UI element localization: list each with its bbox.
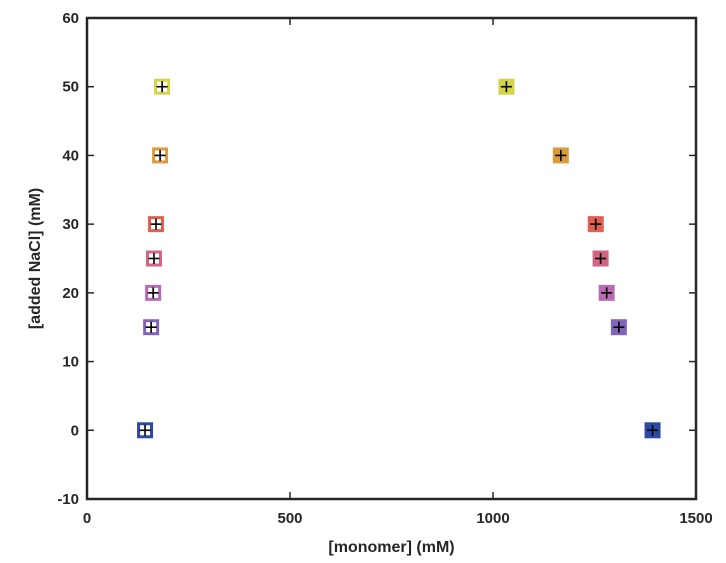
data-point [152, 147, 169, 164]
y-tick-label: 30 [62, 216, 79, 233]
x-tick-label: 500 [277, 510, 302, 527]
x-tick-label: 0 [83, 510, 91, 527]
y-tick-label: 0 [71, 422, 79, 439]
x-axis-ticks: 0 500 1000 1500 [83, 18, 713, 527]
data-point [145, 284, 162, 301]
y-axis-ticks: -10 0 10 20 30 40 50 60 [57, 10, 696, 508]
x-axis-label: [monomer] (mM) [328, 539, 454, 556]
data-point [145, 250, 162, 267]
data-point [552, 147, 569, 164]
data-point [154, 78, 171, 95]
data-point [644, 422, 661, 439]
plot-frame [85, 16, 698, 501]
data-point [148, 216, 165, 233]
data-point [143, 319, 160, 336]
y-axis-label: [added NaCl] (mM) [27, 188, 44, 329]
x-tick-label: 1000 [476, 510, 509, 527]
data-point [587, 216, 604, 233]
data-point [592, 250, 609, 267]
data-point [610, 319, 627, 336]
y-tick-label: 20 [62, 285, 79, 302]
data-point [598, 284, 615, 301]
y-tick-label: 10 [62, 354, 79, 371]
data-point [498, 78, 515, 95]
data-points [137, 78, 661, 439]
y-tick-label: 60 [62, 10, 79, 27]
y-tick-label: 40 [62, 147, 79, 164]
y-tick-label: 50 [62, 79, 79, 96]
data-point [137, 422, 154, 439]
y-tick-label: -10 [57, 491, 79, 508]
x-tick-label: 1500 [679, 510, 712, 527]
